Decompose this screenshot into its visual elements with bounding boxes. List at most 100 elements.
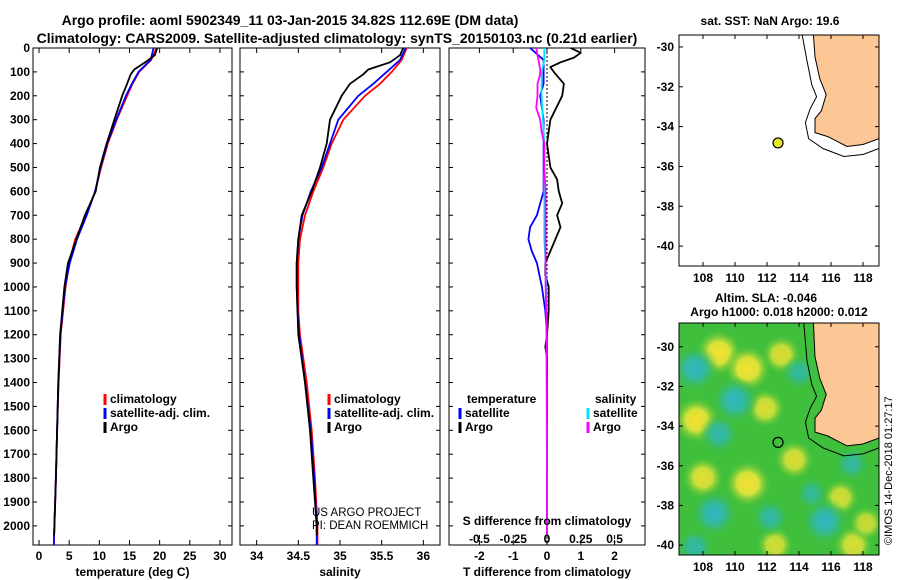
salinity-legend-label: satellite-adj. clim. [334, 406, 434, 420]
temperature-ytick-label: 300 [10, 113, 30, 127]
figure-title-line2: Climatology: CARS2009. Satellite-adjuste… [37, 30, 638, 46]
temperature-xtick-label: 0 [36, 549, 43, 563]
difference-s-tick-label: -0.5 [469, 532, 490, 546]
sla_map-ytick-label: -30 [657, 340, 675, 354]
difference-top-axis-label: S difference from climatology [463, 514, 632, 528]
temperature-line-argo [53, 48, 159, 536]
temperature-xtick-label: 10 [93, 549, 107, 563]
difference-line-salinity-argo [535, 48, 548, 536]
salinity-xtick-label: 35 [333, 549, 347, 563]
difference-xtick-label: -1 [508, 549, 519, 563]
temperature-legend-label: Argo [110, 420, 138, 434]
difference-xtick-label: 0 [544, 549, 551, 563]
temperature-ytick-label: 400 [10, 137, 30, 151]
sla_map-anomaly-blob [773, 439, 815, 481]
credit-line1: US ARGO PROJECT [312, 507, 421, 519]
difference-temperature-legend-label: Argo [465, 420, 493, 434]
sst_map-xtick-label: 116 [821, 271, 841, 285]
temperature-ytick-label: 800 [10, 232, 30, 246]
temperature-ytick-label: 1700 [3, 447, 30, 461]
salinity-legend-label: Argo [334, 420, 362, 434]
temperature-ytick-label: 0 [23, 41, 30, 55]
figure-title-line1: Argo profile: aoml 5902349_11 03-Jan-201… [62, 12, 519, 28]
salinity-line-climatology [297, 48, 408, 545]
sst_map-ytick-label: -38 [657, 199, 675, 213]
sla_map-anomaly-blob [698, 413, 740, 455]
temperature-ytick-label: 1900 [3, 495, 30, 509]
sla_map-isobath [803, 323, 879, 457]
difference-xtick-label: 1 [577, 549, 584, 563]
temperature-ytick-label: 1000 [3, 280, 30, 294]
salinity-panel: 34 34.5 35 35.5 36 salinity climatologysatelli… [239, 47, 441, 579]
sla_map-frame [678, 322, 880, 556]
sla_map-xtick-label: 114 [789, 560, 809, 574]
sla_map-anomaly-blob [681, 456, 725, 500]
sst_map-ytick-label: -30 [657, 40, 675, 54]
temperature-xtick-label: 15 [123, 549, 137, 563]
difference-legend-salinity-header: salinity [595, 392, 637, 406]
sla_map-ytick-label: -36 [657, 459, 675, 473]
sla_map-ytick-label: -34 [657, 419, 675, 433]
sla_map-xtick-label: 110 [725, 560, 745, 574]
temperature-panel: 0 5 10 15 20 25 300100200300400500600700800900… [3, 41, 233, 579]
temperature-ytick-label: 1600 [3, 423, 30, 437]
sla_map-xtick-label: 116 [821, 560, 841, 574]
difference-s-tick-label: 0.5 [606, 532, 623, 546]
sla_map-argo-position-marker [772, 436, 784, 448]
salinity-xtick-label: 34.5 [287, 549, 311, 563]
sla_map-ytick-label: -38 [657, 498, 675, 512]
salinity-series-group [295, 48, 408, 545]
temperature-series-group [52, 48, 159, 545]
sla-map-panel: 108 110 112 114 116 118 -30 -32 -34 -36 -38 -40 Alti… [657, 291, 880, 574]
difference-temperature-legend-label: satellite [465, 406, 510, 420]
temperature-ytick-label: 1100 [4, 304, 30, 318]
sla-map-title-line2: Argo h1000: 0.018 h2000: 0.012 [690, 305, 868, 319]
salinity-xlabel: salinity [319, 565, 361, 579]
sla_map-anomaly-blob [679, 344, 719, 393]
temperature-ytick-label: 1800 [3, 471, 30, 485]
difference-series-group [527, 48, 582, 536]
sla_map-anomaly-blob [690, 489, 739, 538]
sst_map-ytick-label: -40 [657, 239, 675, 253]
sla_map-anomaly-blob [723, 459, 772, 508]
difference-salinity-legend-label: satellite [593, 406, 638, 420]
temperature-xlabel: temperature (deg C) [75, 565, 189, 579]
temperature-legend-label: climatology [110, 392, 177, 406]
salinity-plot-frame [239, 47, 441, 546]
sla_map-xtick-label: 112 [757, 560, 777, 574]
salinity-xtick-label: 36 [417, 549, 431, 563]
temperature-plot-frame [32, 47, 233, 546]
sla_map-anomaly-blob [833, 445, 870, 482]
temperature-ytick-label: 100 [10, 65, 30, 79]
credit-line2: PI: DEAN ROEMMICH [312, 520, 428, 532]
temperature-xtick-label: 5 [66, 549, 73, 563]
sla_map-anomaly-blob [679, 527, 715, 555]
sst-map-title: sat. SST: NaN Argo: 19.6 [701, 14, 840, 28]
salinity-line-argo [295, 48, 405, 536]
sst_map-frame [678, 34, 880, 267]
sst_map-xtick-label: 108 [693, 271, 713, 285]
temperature-ytick-label: 2000 [3, 519, 30, 533]
temperature-ytick-label: 1300 [3, 352, 30, 366]
sst-map-panel: 108 110 112 114 116 118 -30 -32 -34 -36 -38 -40 sat.… [657, 14, 880, 285]
temperature-xtick-label: 25 [183, 549, 197, 563]
sst_map-map-area [679, 35, 879, 266]
temperature-ytick-label: 600 [10, 184, 30, 198]
sst_map-xtick-label: 114 [789, 271, 809, 285]
difference-s-tick-label: 0.25 [569, 532, 593, 546]
difference-s-tick-label: 0 [544, 532, 551, 546]
temperature-ytick-label: 700 [10, 208, 30, 222]
sla_map-anomaly-blob [711, 376, 759, 425]
sst_map-xtick-label: 118 [853, 271, 873, 285]
difference-xlabel: T difference from climatology [463, 565, 631, 579]
temperature-ytick-label: 500 [10, 160, 30, 174]
difference-panel: -2 -1 0 1 2 T difference from climatology temp… [448, 47, 646, 579]
sla_map-ytick-label: -40 [657, 538, 675, 552]
salinity-legend-label: climatology [334, 392, 401, 406]
salinity-xtick-label: 34 [250, 549, 264, 563]
difference-legend-temperature-header: temperature [467, 392, 537, 406]
sla-map-title-line1: Altim. SLA: -0.046 [715, 291, 817, 305]
difference-xtick-label: -2 [474, 549, 485, 563]
sla_map-anomaly-blob [848, 505, 879, 542]
